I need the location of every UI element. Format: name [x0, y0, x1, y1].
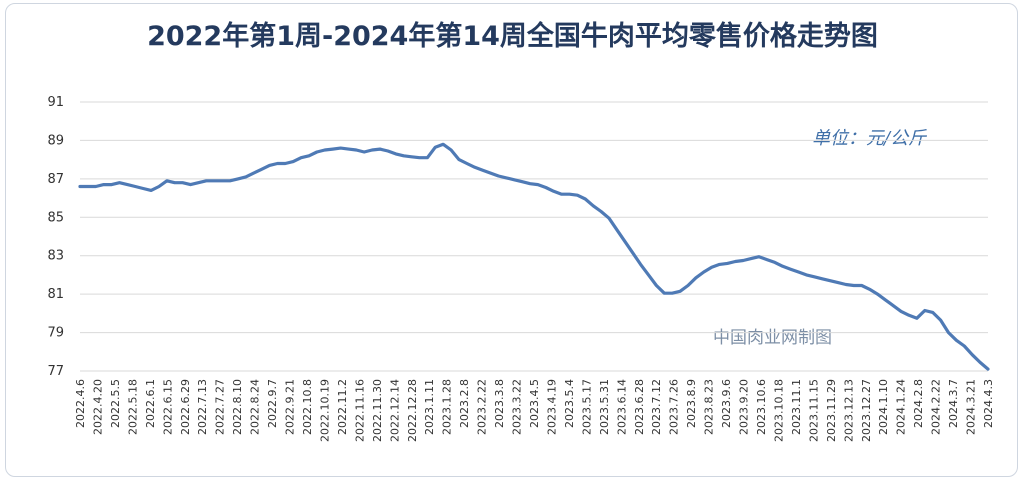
- x-tick-label: 2023.4.19: [545, 379, 558, 435]
- x-tick-label: 2023.10.18: [772, 379, 785, 442]
- x-tick-label: 2023.11.1: [790, 379, 803, 435]
- x-tick-label: 2023.12.27: [860, 379, 873, 442]
- x-tick-label: 2023.2.8: [458, 379, 471, 428]
- x-tick-label: 2023.8.9: [685, 379, 698, 428]
- x-tick-label: 2023.3.22: [511, 379, 524, 435]
- x-tick-label: 2023.1.28: [441, 379, 454, 435]
- x-tick-label: 2023.10.6: [755, 379, 768, 435]
- x-tick-label: 2023.5.4: [563, 379, 576, 428]
- x-tick-label: 2022.8.24: [249, 379, 262, 435]
- x-tick-label: 2023.11.15: [807, 379, 820, 442]
- x-tick-label: 2022.6.29: [179, 379, 192, 435]
- x-tick-label: 2024.1.10: [877, 379, 890, 435]
- y-tick-label: 83: [47, 249, 64, 264]
- x-tick-label: 2022.5.5: [109, 379, 122, 428]
- x-tick-label: 2022.5.18: [126, 379, 139, 435]
- x-tick-label: 2023.5.31: [598, 379, 611, 435]
- x-tick-label: 2023.5.17: [580, 379, 593, 435]
- x-tick-label: 2022.7.13: [196, 379, 209, 435]
- x-tick-label: 2022.6.1: [144, 379, 157, 428]
- x-tick-label: 2022.11.16: [353, 379, 366, 442]
- x-tick-label: 2023.1.11: [423, 379, 436, 435]
- x-tick-label: 2023.12.13: [842, 379, 855, 442]
- x-tick-label: 2024.4.3: [982, 379, 995, 428]
- x-tick-label: 2023.9.20: [738, 379, 751, 435]
- x-tick-label: 2024.3.7: [947, 379, 960, 428]
- x-tick-label: 2022.12.14: [388, 379, 401, 442]
- x-tick-label: 2023.6.28: [633, 379, 646, 435]
- x-tick-label: 2023.6.14: [615, 379, 628, 435]
- unit-label: 单位：元/公斤: [812, 128, 927, 149]
- x-tick-label: 2022.11.30: [371, 379, 384, 442]
- x-tick-label: 2023.3.8: [493, 379, 506, 428]
- x-tick-label: 2023.7.26: [668, 379, 681, 435]
- x-tick-label: 2022.10.8: [301, 379, 314, 435]
- x-tick-label: 2024.3.21: [965, 379, 978, 435]
- x-tick-label: 2023.8.23: [703, 379, 716, 435]
- x-tick-label: 2022.4.6: [74, 379, 87, 428]
- x-tick-label: 2022.4.20: [91, 379, 104, 435]
- x-tick-label: 2023.4.5: [528, 379, 541, 428]
- x-tick-label: 2023.7.12: [650, 379, 663, 435]
- x-tick-label: 2022.6.15: [161, 379, 174, 435]
- x-tick-label: 2022.9.7: [266, 379, 279, 428]
- y-tick-label: 77: [47, 364, 64, 379]
- x-tick-label: 2024.2.22: [930, 379, 943, 435]
- y-tick-label: 89: [47, 133, 64, 148]
- chart-title: 2022年第1周-2024年第14周全国牛肉平均零售价格走势图: [147, 21, 878, 52]
- chart-frame: [5, 3, 1018, 477]
- y-tick-label: 91: [47, 95, 64, 110]
- x-tick-label: 2024.2.8: [912, 379, 925, 428]
- y-tick-label: 79: [47, 326, 64, 341]
- x-tick-label: 2023.9.6: [720, 379, 733, 428]
- x-tick-label: 2022.9.21: [284, 379, 297, 435]
- x-tick-label: 2022.8.10: [231, 379, 244, 435]
- y-tick-label: 85: [47, 210, 64, 225]
- x-tick-label: 2022.12.28: [406, 379, 419, 442]
- x-tick-label: 2022.7.27: [214, 379, 227, 435]
- x-tick-label: 2024.1.24: [895, 379, 908, 435]
- y-tick-label: 87: [47, 172, 64, 187]
- x-tick-label: 2023.11.29: [825, 379, 838, 442]
- x-tick-label: 2022.11.2: [336, 379, 349, 435]
- price-series-line: [78, 142, 990, 371]
- x-tick-label: 2022.10.19: [318, 379, 331, 442]
- y-tick-label: 81: [47, 287, 64, 302]
- x-tick-label: 2023.2.22: [476, 379, 489, 435]
